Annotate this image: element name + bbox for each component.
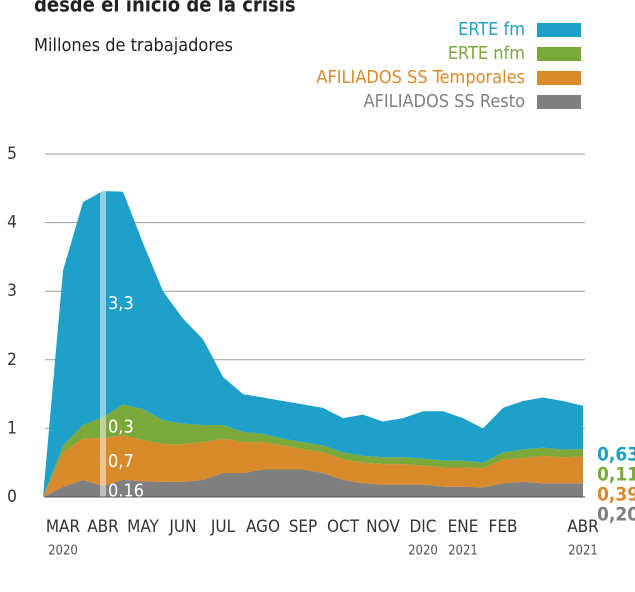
area: [43, 469, 583, 497]
x-year-label: 2021: [568, 544, 598, 559]
x-year-label: 2020: [408, 544, 438, 559]
y-tick-label: 3: [7, 281, 17, 301]
x-tick-label: DIC: [410, 517, 437, 537]
data-label: 0,16: [108, 481, 144, 502]
x-tick-label: MAR: [46, 517, 81, 537]
legend-label: AFILIADOS SS Temporales: [316, 67, 525, 88]
chart-subtitle: Millones de trabajadores: [34, 35, 233, 56]
data-label: 0,20: [597, 504, 635, 526]
x-tick-label: JUL: [210, 517, 236, 537]
highlight-bar: [100, 191, 106, 497]
y-tick-label: 0: [7, 487, 17, 507]
x-tick-label: SEP: [289, 517, 318, 537]
x-tick-label: JUN: [168, 517, 196, 537]
x-tick-label: FEB: [489, 517, 518, 537]
x-tick-label: AGO: [246, 517, 280, 537]
y-tick-label: 4: [7, 213, 17, 233]
legend-swatch: [537, 95, 581, 109]
legend-label: ERTE nfm: [448, 43, 525, 64]
x-tick-label: ABR: [87, 517, 119, 537]
x-tick-label: MAY: [127, 517, 159, 537]
x-tick-label: NOV: [366, 517, 400, 537]
y-tick-label: 2: [7, 350, 17, 370]
area: [43, 435, 583, 497]
x-tick-label: ABR: [567, 517, 599, 537]
y-tick-label: 1: [7, 418, 17, 438]
area: [43, 404, 583, 497]
legend-swatch: [537, 23, 581, 37]
data-label: 0,7: [108, 451, 134, 472]
y-tick-label: 5: [7, 144, 17, 164]
legend-label: ERTE fm: [458, 19, 525, 40]
data-label: 0,63: [597, 444, 635, 466]
legend-label: AFILIADOS SS Resto: [364, 91, 526, 112]
x-year-label: 2021: [448, 544, 478, 559]
x-tick-label: OCT: [327, 517, 360, 537]
legend-swatch: [537, 71, 581, 85]
x-year-label: 2020: [48, 544, 78, 559]
x-tick-label: ENE: [448, 517, 479, 537]
data-label: 3,3: [108, 293, 134, 314]
legend-swatch: [537, 47, 581, 61]
data-label: 0,11: [597, 464, 635, 486]
data-label: 0,3: [108, 417, 134, 438]
chart-title: desde el inicio de la crisis: [34, 0, 296, 17]
area: [43, 191, 583, 497]
data-label: 0,39: [597, 484, 635, 506]
